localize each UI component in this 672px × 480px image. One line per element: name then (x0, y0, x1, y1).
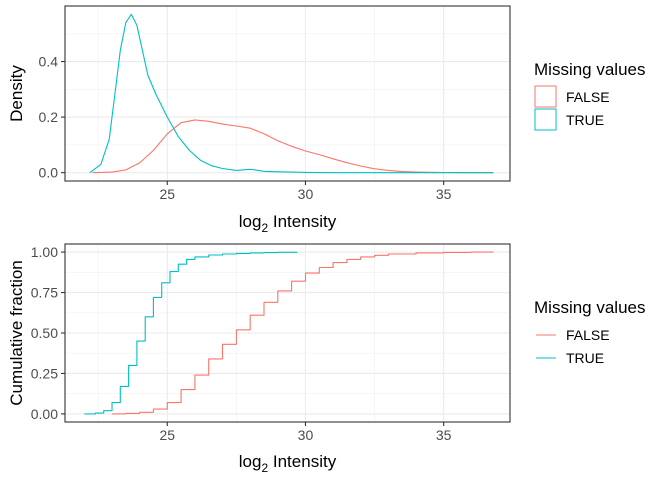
x-tick-label: 25 (159, 427, 175, 443)
y-tick-label: 0.50 (31, 325, 58, 341)
legend: Missing values FALSE TRUE (534, 298, 646, 366)
legend-label-false: FALSE (566, 89, 610, 105)
x-axis-title-rest: Intensity (268, 452, 337, 471)
y-tick-label: 0.75 (31, 285, 58, 301)
legend-title: Missing values (534, 298, 646, 317)
panel-1: 25 30 35 0.0 0.2 0.4 log2 Intensity Density Miss… (7, 5, 646, 235)
legend-label-false: FALSE (566, 327, 610, 343)
x-axis-title-rest: Intensity (268, 212, 337, 231)
y-axis-title: Cumulative fraction (7, 260, 26, 406)
y-tick-label: 0.00 (31, 406, 58, 422)
panel-2: 25 30 35 0.00 0.25 0.50 0.75 1.00 log2 Intensity… (7, 243, 646, 475)
series-line-true (84, 251, 298, 415)
legend-key-false (534, 85, 557, 108)
x-axis-title-main: log (239, 212, 262, 231)
x-axis-title: log2 Intensity (239, 212, 337, 235)
x-axis-title-main: log (239, 452, 262, 471)
series-line-true (89, 13, 494, 174)
x-tick-label: 25 (159, 186, 175, 202)
x-tick-label: 30 (298, 427, 314, 443)
legend: Missing values FALSE TRUE (534, 60, 646, 131)
series-line-false (112, 251, 494, 415)
x-axis-title-subscript: 2 (261, 461, 268, 475)
y-tick-label: 0.0 (39, 165, 59, 181)
y-tick-label: 0.2 (39, 109, 59, 125)
legend-key-true (534, 108, 557, 131)
x-axis-title-subscript: 2 (261, 221, 268, 235)
legend-label-true: TRUE (566, 350, 604, 366)
x-tick-label: 35 (436, 427, 452, 443)
y-tick-label: 1.00 (31, 244, 58, 260)
x-tick-label: 30 (298, 186, 314, 202)
x-axis-title: log2 Intensity (239, 452, 337, 475)
x-tick-label: 35 (436, 186, 452, 202)
legend-title: Missing values (534, 60, 646, 79)
y-tick-label: 0.4 (39, 54, 59, 70)
y-tick-label: 0.25 (31, 365, 58, 381)
series-line-false (92, 119, 494, 174)
legend-label-true: TRUE (566, 112, 604, 128)
panel-border (64, 5, 511, 182)
y-axis-title: Density (7, 65, 26, 122)
